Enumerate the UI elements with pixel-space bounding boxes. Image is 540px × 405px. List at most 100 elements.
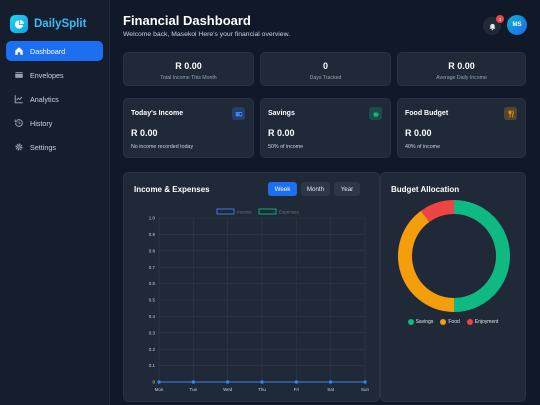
x-tick-label: Mon bbox=[155, 387, 164, 392]
sidebar-item-history[interactable]: History bbox=[6, 113, 103, 133]
budget-card-savings: Savings R 0.00 50% of income bbox=[260, 98, 391, 158]
y-tick-label: 0.8 bbox=[149, 248, 156, 253]
y-tick-label: 0.9 bbox=[149, 232, 156, 237]
data-point[interactable] bbox=[294, 380, 298, 384]
x-tick-label: Sun bbox=[361, 387, 370, 392]
pie-slice-savings[interactable] bbox=[453, 200, 510, 312]
notifications-button[interactable]: 3 bbox=[483, 15, 504, 35]
donut-legend: Savings Food Enjoyment bbox=[381, 319, 525, 325]
y-tick-label: 0.4 bbox=[149, 314, 156, 319]
card-title: Today's Income bbox=[131, 110, 184, 117]
stat-value: 0 bbox=[322, 61, 328, 71]
legend-item-enjoyment[interactable]: Enjoyment bbox=[466, 319, 499, 325]
main-content: Financial Dashboard Welcome back, Maseko… bbox=[111, 0, 540, 405]
brand[interactable]: DailySplit bbox=[0, 0, 109, 38]
y-tick-label: 0.6 bbox=[149, 281, 156, 286]
stat-value: R 0.00 bbox=[448, 61, 475, 71]
legend-swatch bbox=[466, 319, 473, 325]
tab-month[interactable]: Month bbox=[301, 182, 330, 196]
legend-label: Enjoyment bbox=[474, 319, 499, 325]
budget-card-today-income: Today's Income R 0.00 No income recorded… bbox=[123, 98, 254, 158]
pie-slice-enjoyment[interactable] bbox=[421, 200, 455, 223]
panel-title: Budget Allocation bbox=[391, 185, 460, 194]
envelope-icon bbox=[15, 72, 23, 78]
card-amount: R 0.00 bbox=[268, 128, 295, 138]
legend-swatch bbox=[407, 319, 414, 325]
page-title: Financial Dashboard bbox=[123, 13, 251, 28]
stat-value: R 0.00 bbox=[175, 61, 202, 71]
sidebar-item-envelopes[interactable]: Envelopes bbox=[6, 65, 103, 85]
stat-card-days-tracked: 0 Days Tracked bbox=[260, 52, 391, 86]
avatar[interactable]: MS bbox=[507, 15, 527, 35]
data-point[interactable] bbox=[226, 380, 230, 384]
sidebar-nav: Dashboard Envelopes Analytics History Se… bbox=[0, 38, 109, 157]
x-tick-label: Fri bbox=[294, 387, 299, 392]
card-note: 50% of income bbox=[268, 144, 304, 150]
data-point[interactable] bbox=[363, 380, 367, 384]
sidebar-item-label: Settings bbox=[30, 142, 56, 152]
gear-icon bbox=[15, 143, 23, 151]
x-tick-label: Sat bbox=[327, 387, 335, 392]
y-tick-label: 0.7 bbox=[149, 265, 156, 270]
x-tick-label: Wed bbox=[223, 387, 233, 392]
legend-swatch bbox=[440, 319, 447, 325]
piggy-bank-icon bbox=[369, 107, 382, 120]
history-icon bbox=[14, 119, 23, 127]
sidebar-item-label: Dashboard bbox=[30, 46, 66, 56]
card-note: 40% of income bbox=[405, 144, 441, 150]
sidebar-item-dashboard[interactable]: Dashboard bbox=[6, 41, 103, 61]
income-expenses-panel: Income & Expenses Week Month Year 0 0.1 0.… bbox=[123, 172, 380, 402]
sidebar-item-settings[interactable]: Settings bbox=[6, 137, 103, 157]
card-amount: R 0.00 bbox=[131, 128, 158, 138]
panel-title: Income & Expenses bbox=[134, 185, 210, 194]
sidebar-item-label: Analytics bbox=[30, 94, 59, 104]
legend-label[interactable]: Expenses bbox=[279, 210, 300, 215]
stat-label: Total Income This Month bbox=[160, 75, 217, 81]
x-tick-label: Thu bbox=[258, 387, 266, 392]
budget-allocation-panel: Budget Allocation Savings Food Enjoyment bbox=[380, 172, 526, 402]
x-tick-label: Tue bbox=[190, 387, 198, 392]
income-expenses-chart: 0 0.1 0.2 0.3 0.4 0.5 0.6 0.7 0.8 0.9 1.0 Mon Tue Wed… bbox=[149, 208, 370, 392]
card-title: Food Budget bbox=[405, 110, 449, 117]
data-point[interactable] bbox=[157, 380, 161, 384]
data-point[interactable] bbox=[260, 380, 264, 384]
legend-item-food[interactable]: Food bbox=[440, 319, 460, 325]
y-tick-label: 0.5 bbox=[149, 298, 156, 303]
card-amount: R 0.00 bbox=[405, 128, 432, 138]
brand-name: DailySplit bbox=[34, 18, 87, 30]
wallet-icon bbox=[232, 107, 245, 120]
y-tick-label: 0.1 bbox=[149, 363, 156, 368]
budget-allocation-chart bbox=[398, 200, 510, 312]
page-subtitle: Welcome back, Masekol Here's your financ… bbox=[123, 31, 291, 38]
card-note: No income recorded today bbox=[131, 144, 194, 150]
y-tick-label: 0.2 bbox=[149, 347, 156, 352]
sidebar-item-analytics[interactable]: Analytics bbox=[6, 89, 103, 109]
y-tick-label: 0.3 bbox=[149, 330, 156, 335]
legend-swatch bbox=[216, 208, 235, 215]
legend-label[interactable]: Income bbox=[237, 210, 252, 215]
pie-chart-icon bbox=[10, 15, 28, 33]
y-tick-label: 0 bbox=[152, 380, 155, 385]
stat-card-average-income: R 0.00 Average Daily Income bbox=[397, 52, 526, 86]
data-point[interactable] bbox=[191, 380, 195, 384]
legend-label: Food bbox=[448, 319, 460, 325]
stat-label: Average Daily Income bbox=[436, 75, 487, 81]
home-icon bbox=[15, 47, 23, 55]
pie-slice-food[interactable] bbox=[398, 210, 455, 312]
legend-label: Savings bbox=[415, 319, 434, 325]
y-tick-label: 1.0 bbox=[149, 216, 156, 221]
sidebar: DailySplit Dashboard Envelopes Analytics… bbox=[0, 0, 110, 405]
legend-item-savings[interactable]: Savings bbox=[407, 319, 434, 325]
sidebar-item-label: History bbox=[30, 118, 53, 128]
utensils-icon bbox=[504, 107, 517, 120]
stat-card-total-income: R 0.00 Total Income This Month bbox=[123, 52, 254, 86]
tab-year[interactable]: Year bbox=[334, 182, 360, 196]
legend-swatch bbox=[258, 208, 277, 215]
bell-icon bbox=[489, 23, 495, 30]
sidebar-item-label: Envelopes bbox=[30, 70, 64, 80]
tab-week[interactable]: Week bbox=[268, 182, 297, 196]
data-point[interactable] bbox=[329, 380, 333, 384]
card-title: Savings bbox=[268, 110, 295, 117]
budget-card-food: Food Budget R 0.00 40% of income bbox=[397, 98, 526, 158]
stat-label: Days Tracked bbox=[309, 75, 342, 81]
